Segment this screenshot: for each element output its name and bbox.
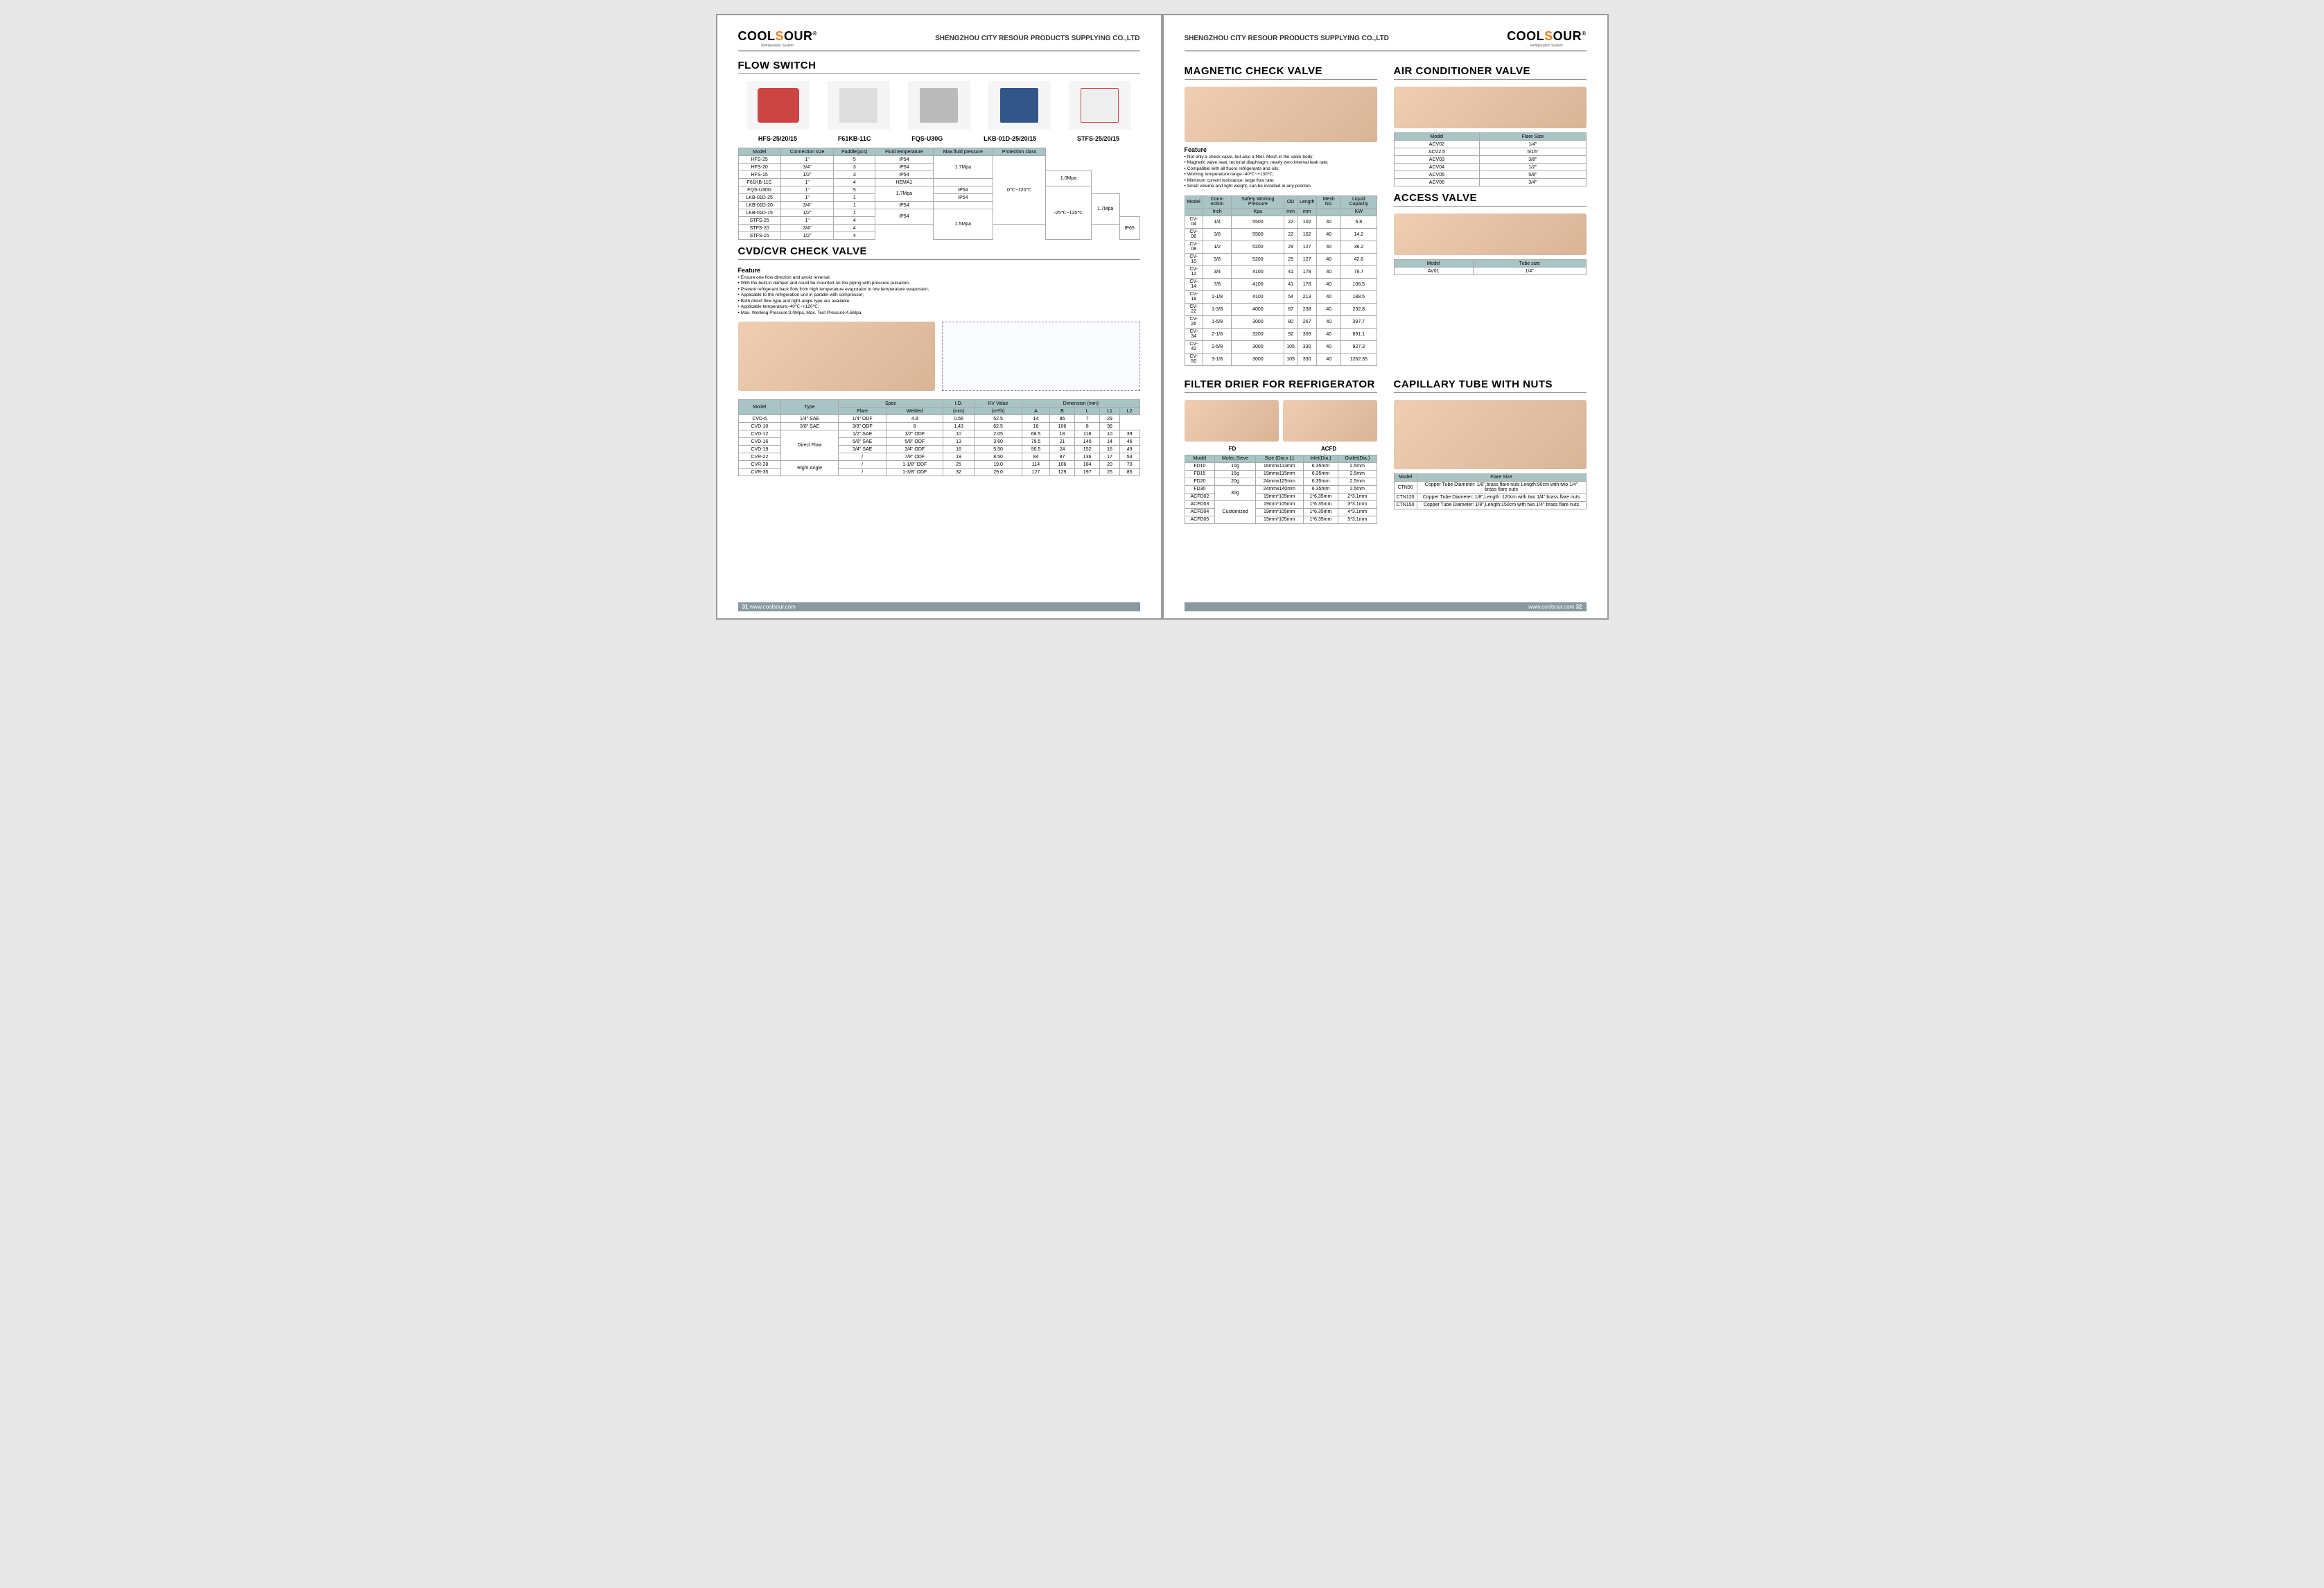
flow-switch-title: FLOW SWITCH — [738, 60, 1140, 74]
cvd-feature-title: Feature — [738, 267, 1140, 274]
mcv-feature-title: Feature — [1185, 146, 1377, 153]
footer-left: 31 www.coolsour.com — [738, 602, 1140, 611]
filter-title: FILTER DRIER FOR REFRIGERATOR — [1185, 378, 1377, 393]
header-left: COOLSOUR® Refrigeration System SHENGZHOU… — [738, 29, 1140, 51]
flow-switch-table: ModelConnection sizePaddle(pcs)Fluid tem… — [738, 148, 1140, 240]
header-right: COOLSOUR® Refrigeration System SHENGZHOU… — [1185, 29, 1587, 51]
mcv-features: Not only a check valve, but also a filte… — [1185, 155, 1377, 190]
capillary-title: CAPILLARY TUBE WITH NUTS — [1394, 378, 1587, 393]
page-right: COOLSOUR® Refrigeration System SHENGZHOU… — [1164, 15, 1607, 618]
mcv-title: MAGNETIC CHECK VALVE — [1185, 65, 1377, 80]
access-table: ModelTube size AV011/4" — [1394, 259, 1587, 275]
mcv-image — [1185, 87, 1377, 142]
acv-table: ModelFlare Size ACV021/4"ACV2.55/16"ACV0… — [1394, 132, 1587, 186]
acfd-image — [1283, 400, 1377, 442]
acv-image — [1394, 87, 1587, 128]
fd-image — [1185, 400, 1279, 442]
cvd-image — [738, 322, 935, 391]
page-left: COOLSOUR® Refrigeration System SHENGZHOU… — [717, 15, 1161, 618]
logo: COOLSOUR® Refrigeration System — [1507, 29, 1586, 48]
access-image — [1394, 213, 1587, 255]
capillary-table: ModelFlare Size CTN90Copper Tube Diamete… — [1394, 473, 1587, 509]
cvd-table: Model Type Spec I.D. KV Value Dimension … — [738, 399, 1140, 476]
cvd-diagram — [942, 322, 1140, 391]
logo: COOLSOUR® Refrigeration System — [738, 29, 817, 48]
flow-switch-images — [738, 81, 1140, 130]
filter-table: ModelMolec.SieveSize (Dia.x L)Inlet(Dia.… — [1185, 455, 1377, 524]
acv-title: AIR CONDITIONER VALVE — [1394, 65, 1587, 80]
capillary-image — [1394, 400, 1587, 469]
mcv-table: ModelConn-ectionSafety Working PressureO… — [1185, 195, 1377, 366]
access-title: ACCESS VALVE — [1394, 192, 1587, 207]
company-name: SHENGZHOU CITY RESOUR PRODUCTS SUPPLYING… — [935, 35, 1139, 42]
flow-switch-labels: HFS-25/20/15 F61KB-11C FQS-U30G LKB-01D-… — [738, 135, 1140, 142]
footer-right: www.coolsour.com 32 — [1185, 602, 1587, 611]
company-name: SHENGZHOU CITY RESOUR PRODUCTS SUPPLYING… — [1185, 35, 1389, 42]
cvd-features: Ensure one flow direction and avoid reve… — [738, 275, 1140, 316]
cvd-title: CVD/CVR CHECK VALVE — [738, 245, 1140, 260]
